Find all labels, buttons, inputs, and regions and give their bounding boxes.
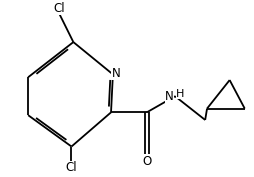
Text: O: O — [142, 155, 151, 168]
Text: Cl: Cl — [53, 2, 65, 15]
Text: N: N — [111, 67, 120, 80]
Text: H: H — [176, 89, 184, 99]
Text: Cl: Cl — [66, 161, 77, 175]
Text: N: N — [164, 90, 173, 103]
